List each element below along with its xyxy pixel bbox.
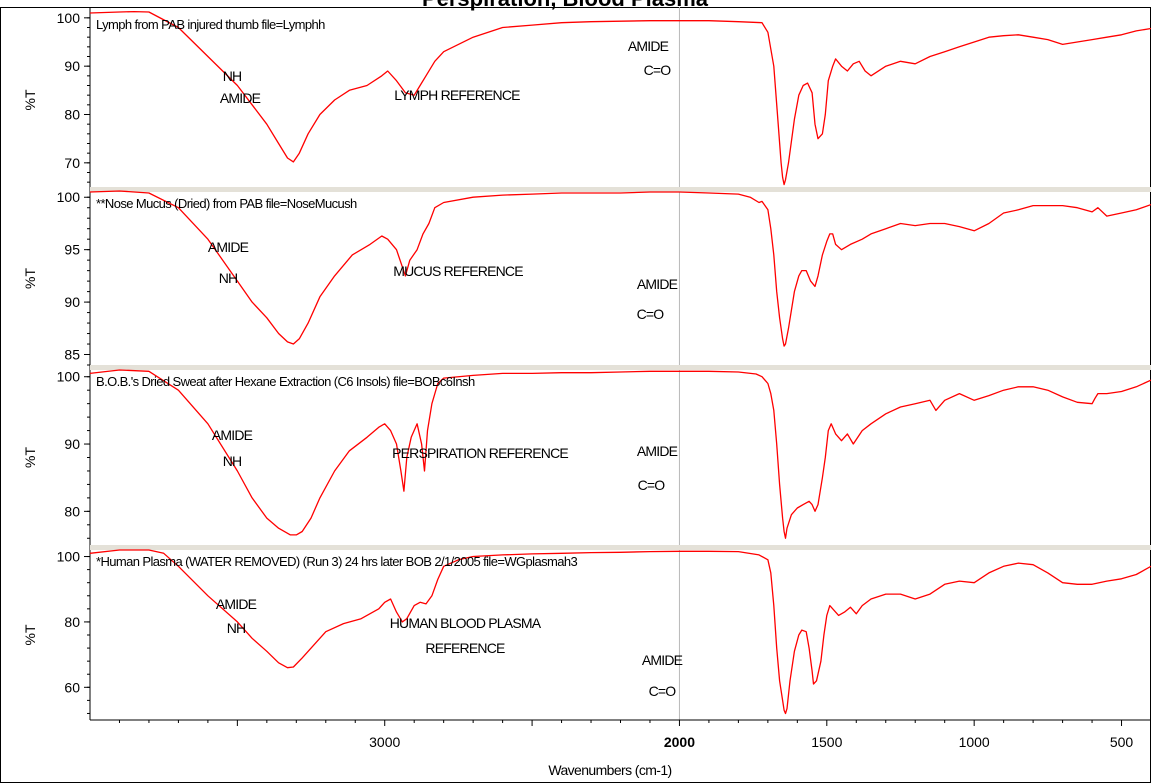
peak-annotation: LYMPH REFERENCE (394, 87, 520, 103)
sample-title: **Nose Mucus (Dried) from PAB file=NoseM… (96, 196, 357, 211)
y-tick-label: 60 (64, 679, 80, 695)
peak-annotation: REFERENCE (425, 640, 505, 656)
x-axis-label: Wavenumbers (cm-1) (548, 762, 671, 778)
y-tick-label: 70 (64, 155, 80, 171)
peak-annotation: PERSPIRATION REFERENCE (392, 445, 568, 461)
sample-title: Lymph from PAB injured thumb file=Lymphh (96, 17, 325, 32)
y-tick-label: 80 (64, 503, 80, 519)
peak-annotation: C=O (649, 683, 677, 699)
y-tick-label: 100 (57, 189, 81, 205)
panel-separator (90, 365, 1151, 370)
spectrum-line-plasma (89, 549, 1151, 715)
sample-title: B.O.B.'s Dried Sweat after Hexane Extrac… (96, 374, 475, 389)
y-tick-label: 90 (64, 58, 80, 74)
peak-annotation: AMIDE (637, 276, 678, 292)
x-tick-label: 1000 (959, 734, 990, 750)
y-tick-label: 90 (64, 436, 80, 452)
x-tick-label: 500 (1110, 734, 1134, 750)
peak-annotation: AMIDE (220, 90, 261, 106)
y-tick-label: 100 (57, 10, 81, 26)
x-tick-label: 2000 (664, 734, 695, 750)
peak-annotation: NH (219, 270, 238, 286)
peak-annotation: HUMAN BLOOD PLASMA (390, 615, 542, 631)
y-tick-label: 90 (64, 294, 80, 310)
spectrum-line-lymph (89, 10, 1151, 186)
figure-frame (0, 7, 1151, 783)
y-tick-label: 100 (57, 369, 81, 385)
peak-annotation: C=O (644, 62, 672, 78)
peak-annotation: C=O (637, 306, 665, 322)
peak-annotation: MUCUS REFERENCE (393, 263, 523, 279)
peak-annotation: NH (227, 620, 246, 636)
panel-separator (90, 545, 1151, 550)
peak-annotation: AMIDE (212, 427, 253, 443)
y-tick-label: 95 (64, 242, 80, 258)
y-axis-label: %T (22, 624, 38, 645)
y-axis-label: %T (22, 89, 38, 110)
peak-annotation: AMIDE (642, 652, 683, 668)
peak-annotation: NH (223, 68, 242, 84)
spectrum-line-perspiration (89, 369, 1151, 539)
x-tick-label: 1500 (811, 734, 842, 750)
sample-title: *Human Plasma (WATER REMOVED) (Run 3) 24… (96, 554, 577, 569)
spectrum-line-mucus (89, 190, 1151, 347)
y-axis-label: %T (22, 268, 38, 289)
y-axis-label: %T (22, 447, 38, 468)
peak-annotation: C=O (638, 477, 666, 493)
x-tick-label: 3000 (369, 734, 400, 750)
peak-annotation: NH (223, 453, 242, 469)
y-tick-label: 80 (64, 107, 80, 123)
peak-annotation: AMIDE (216, 596, 257, 612)
panel-separator (90, 187, 1151, 192)
y-tick-label: 100 (57, 549, 81, 565)
figure-title: Perspiration, Blood Plasma (422, 0, 709, 11)
peak-annotation: AMIDE (637, 443, 678, 459)
peak-annotation: AMIDE (628, 38, 669, 54)
peak-annotation: AMIDE (208, 239, 249, 255)
y-tick-label: 85 (64, 347, 80, 363)
y-tick-label: 80 (64, 614, 80, 630)
